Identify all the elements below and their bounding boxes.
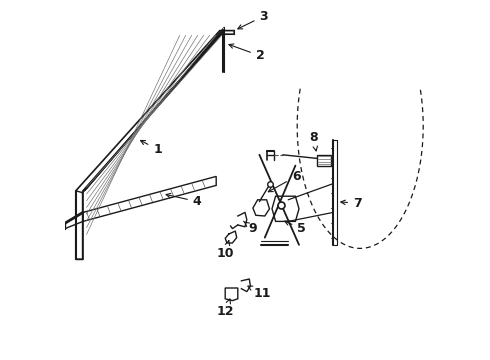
Text: 12: 12 (217, 299, 234, 318)
Text: 5: 5 (285, 221, 306, 235)
Text: 10: 10 (217, 240, 234, 260)
Text: 3: 3 (238, 10, 268, 29)
Text: 8: 8 (309, 131, 318, 151)
Text: 4: 4 (166, 193, 201, 208)
Text: 2: 2 (229, 44, 265, 62)
Text: 11: 11 (248, 286, 271, 300)
Text: 6: 6 (269, 170, 300, 192)
Text: 1: 1 (141, 140, 162, 156)
Text: 7: 7 (341, 197, 362, 210)
Text: 9: 9 (244, 221, 257, 235)
